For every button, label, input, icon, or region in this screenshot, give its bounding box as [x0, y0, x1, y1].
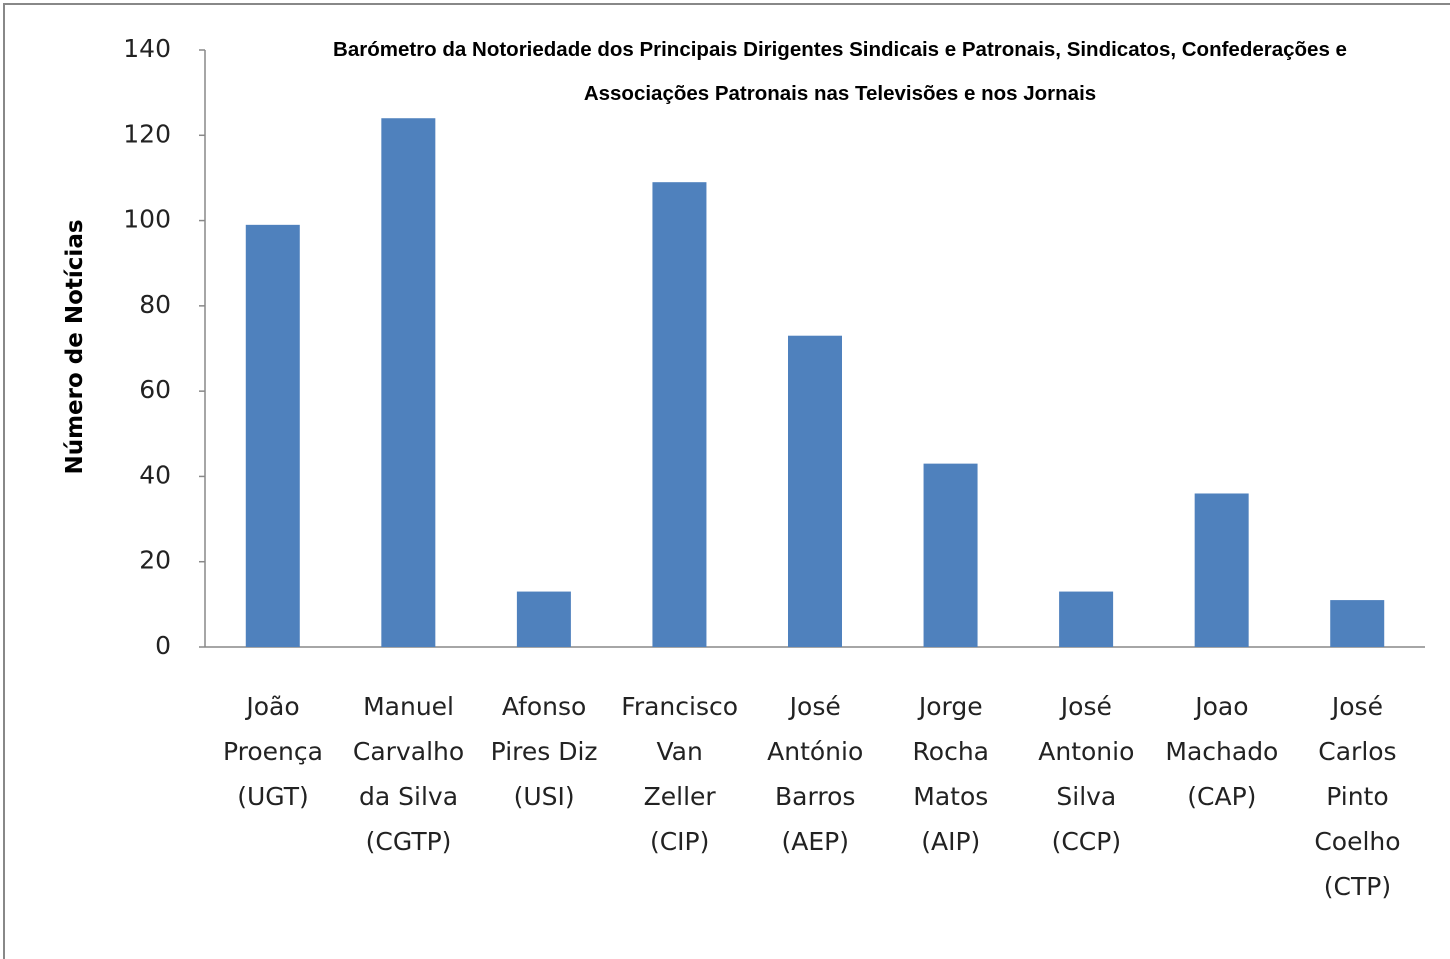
y-tick-label: 40	[139, 460, 171, 489]
bar	[1330, 600, 1385, 647]
x-tick-label: Francisco Van Zeller (CIP)	[621, 692, 739, 856]
x-tick-label: Manuel Carvalho da Silva (CGTP)	[352, 692, 465, 856]
y-tick-label: 140	[123, 34, 171, 63]
bar	[516, 591, 571, 647]
x-tick-label: José Carlos Pinto Coelho (CTP)	[1314, 692, 1401, 901]
bar	[381, 118, 436, 647]
y-tick-label: 0	[155, 631, 171, 660]
x-tick-label: Jorge Rocha Matos (AIP)	[912, 692, 989, 856]
x-tick-label: José Antonio Silva (CCP)	[1038, 692, 1135, 856]
x-tick-label: João Proença (UGT)	[223, 692, 323, 811]
x-tick-label: José António Barros (AEP)	[767, 692, 864, 856]
chart-title: Barómetro da Notoriedade dos Principais …	[333, 38, 1347, 105]
y-tick-label: 80	[139, 290, 171, 319]
y-axis-label: Número de Notícias	[62, 219, 88, 475]
bar	[245, 224, 300, 648]
y-tick-label: 60	[139, 375, 171, 404]
bar	[788, 335, 842, 647]
frame	[3, 3, 1450, 959]
bar	[1194, 493, 1249, 647]
y-tick-label: 20	[139, 546, 171, 575]
y-tick-label: 100	[123, 205, 171, 234]
bar	[923, 463, 978, 647]
bar	[652, 182, 707, 647]
y-tick-label: 120	[123, 119, 171, 148]
bar	[1059, 591, 1114, 647]
x-tick-label: Afonso Pires Diz (USI)	[490, 692, 598, 811]
x-tick-label: Joao Machado (CAP)	[1165, 692, 1279, 811]
